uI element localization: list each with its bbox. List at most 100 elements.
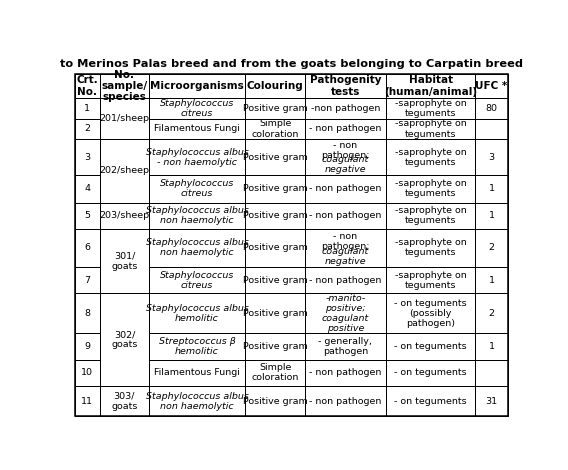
Bar bbox=[74, 293, 101, 333]
Text: - on teguments: - on teguments bbox=[394, 397, 467, 406]
Text: Staphylococcus
citreus: Staphylococcus citreus bbox=[160, 271, 234, 290]
Bar bbox=[386, 118, 475, 140]
Text: - non pathogen: - non pathogen bbox=[309, 184, 382, 193]
Bar bbox=[74, 118, 101, 140]
Bar bbox=[305, 333, 386, 360]
Text: -saprophyte on
teguments: -saprophyte on teguments bbox=[395, 271, 466, 290]
Text: Positive gram: Positive gram bbox=[243, 103, 308, 112]
Bar bbox=[245, 360, 305, 386]
Text: 1: 1 bbox=[488, 211, 495, 220]
Text: -saprophyte on
teguments: -saprophyte on teguments bbox=[395, 238, 466, 258]
Bar bbox=[386, 98, 475, 118]
Bar bbox=[475, 203, 508, 229]
Text: Filamentous Fungi: Filamentous Fungi bbox=[154, 125, 240, 133]
Text: 201/sheep: 201/sheep bbox=[99, 114, 149, 123]
Bar bbox=[386, 386, 475, 416]
Text: Positive gram: Positive gram bbox=[243, 309, 308, 318]
Text: - non
pathogen;: - non pathogen; bbox=[321, 141, 370, 160]
Bar bbox=[101, 140, 149, 203]
Text: - on teguments
(possibly
pathogen): - on teguments (possibly pathogen) bbox=[394, 299, 467, 328]
Text: Staphylococcus albus
hemolitic: Staphylococcus albus hemolitic bbox=[145, 304, 248, 323]
Bar bbox=[149, 293, 245, 333]
Bar bbox=[245, 229, 305, 267]
Text: 302/
goats: 302/ goats bbox=[111, 330, 137, 349]
Text: 10: 10 bbox=[81, 368, 93, 377]
Text: Simple
coloration: Simple coloration bbox=[252, 119, 299, 139]
Text: 1: 1 bbox=[488, 276, 495, 285]
Bar bbox=[386, 203, 475, 229]
Text: UFC *: UFC * bbox=[475, 81, 508, 91]
Bar bbox=[101, 386, 149, 416]
Bar bbox=[475, 118, 508, 140]
Text: 8: 8 bbox=[85, 309, 90, 318]
Text: 2: 2 bbox=[488, 309, 495, 318]
Text: -saprophyte on
teguments: -saprophyte on teguments bbox=[395, 179, 466, 198]
Bar bbox=[475, 360, 508, 386]
Text: - non
pathogen;: - non pathogen; bbox=[321, 232, 370, 251]
Text: - on teguments: - on teguments bbox=[394, 342, 467, 351]
Text: 202/sheep: 202/sheep bbox=[99, 166, 149, 175]
Text: Staphylococcus albus
non haemolytic: Staphylococcus albus non haemolytic bbox=[145, 392, 248, 411]
Text: - non pathogen: - non pathogen bbox=[309, 211, 382, 220]
Text: Positive gram: Positive gram bbox=[243, 153, 308, 162]
Bar bbox=[386, 175, 475, 203]
Text: 6: 6 bbox=[85, 243, 90, 252]
Text: Positive gram: Positive gram bbox=[243, 211, 308, 220]
Bar bbox=[74, 98, 101, 118]
Text: Streptococcus β
hemolitic: Streptococcus β hemolitic bbox=[158, 337, 235, 356]
Bar bbox=[386, 229, 475, 267]
Text: 31: 31 bbox=[486, 397, 498, 406]
Bar bbox=[305, 175, 386, 203]
Bar bbox=[386, 267, 475, 293]
Bar bbox=[245, 140, 305, 175]
Text: - non pathogen: - non pathogen bbox=[309, 397, 382, 406]
Text: Staphylococcus
citreus: Staphylococcus citreus bbox=[160, 99, 234, 118]
Text: -saprophyte on
teguments: -saprophyte on teguments bbox=[395, 206, 466, 225]
Bar bbox=[149, 118, 245, 140]
Text: - non pathogen: - non pathogen bbox=[309, 125, 382, 133]
Bar bbox=[475, 293, 508, 333]
Bar bbox=[149, 74, 245, 98]
Text: Filamentous Fungi: Filamentous Fungi bbox=[154, 368, 240, 377]
Text: 4: 4 bbox=[85, 184, 90, 193]
Bar bbox=[386, 333, 475, 360]
Text: coagulant
negative: coagulant negative bbox=[322, 156, 369, 174]
Bar bbox=[149, 360, 245, 386]
Bar bbox=[101, 98, 149, 140]
Text: Pathogenity
tests: Pathogenity tests bbox=[310, 76, 381, 97]
Bar bbox=[475, 386, 508, 416]
Bar bbox=[475, 333, 508, 360]
Text: Positive gram: Positive gram bbox=[243, 184, 308, 193]
Text: -saprophyte on
teguments: -saprophyte on teguments bbox=[395, 148, 466, 167]
Text: 9: 9 bbox=[85, 342, 90, 351]
Text: to Merinos Palas breed and from the goats belonging to Carpatin breed: to Merinos Palas breed and from the goat… bbox=[60, 59, 523, 69]
Bar bbox=[245, 74, 305, 98]
Text: -non pathogen: -non pathogen bbox=[311, 103, 380, 112]
Bar bbox=[74, 74, 101, 98]
Text: 303/
goats: 303/ goats bbox=[111, 392, 137, 411]
Bar bbox=[305, 229, 386, 267]
Bar bbox=[149, 140, 245, 175]
Text: Staphylococcus albus
non haemolytic: Staphylococcus albus non haemolytic bbox=[145, 238, 248, 258]
Text: -saprophyte on
teguments: -saprophyte on teguments bbox=[395, 99, 466, 118]
Text: 11: 11 bbox=[81, 397, 93, 406]
Bar bbox=[386, 140, 475, 175]
Text: Staphylococcus albus
non haemolytic: Staphylococcus albus non haemolytic bbox=[145, 206, 248, 225]
Text: No.
sample/
species: No. sample/ species bbox=[102, 70, 148, 102]
Bar bbox=[245, 386, 305, 416]
Bar bbox=[101, 74, 149, 98]
Bar bbox=[305, 293, 386, 333]
Text: 2: 2 bbox=[85, 125, 90, 133]
Bar bbox=[149, 203, 245, 229]
Bar bbox=[305, 74, 386, 98]
Text: 203/sheep: 203/sheep bbox=[99, 211, 149, 220]
Text: coagulant
negative: coagulant negative bbox=[322, 247, 369, 266]
Bar bbox=[305, 203, 386, 229]
Bar bbox=[475, 175, 508, 203]
Bar bbox=[305, 140, 386, 175]
Bar bbox=[74, 360, 101, 386]
Bar bbox=[305, 118, 386, 140]
Bar bbox=[74, 229, 101, 267]
Text: Simple
coloration: Simple coloration bbox=[252, 363, 299, 382]
Bar bbox=[74, 140, 101, 175]
